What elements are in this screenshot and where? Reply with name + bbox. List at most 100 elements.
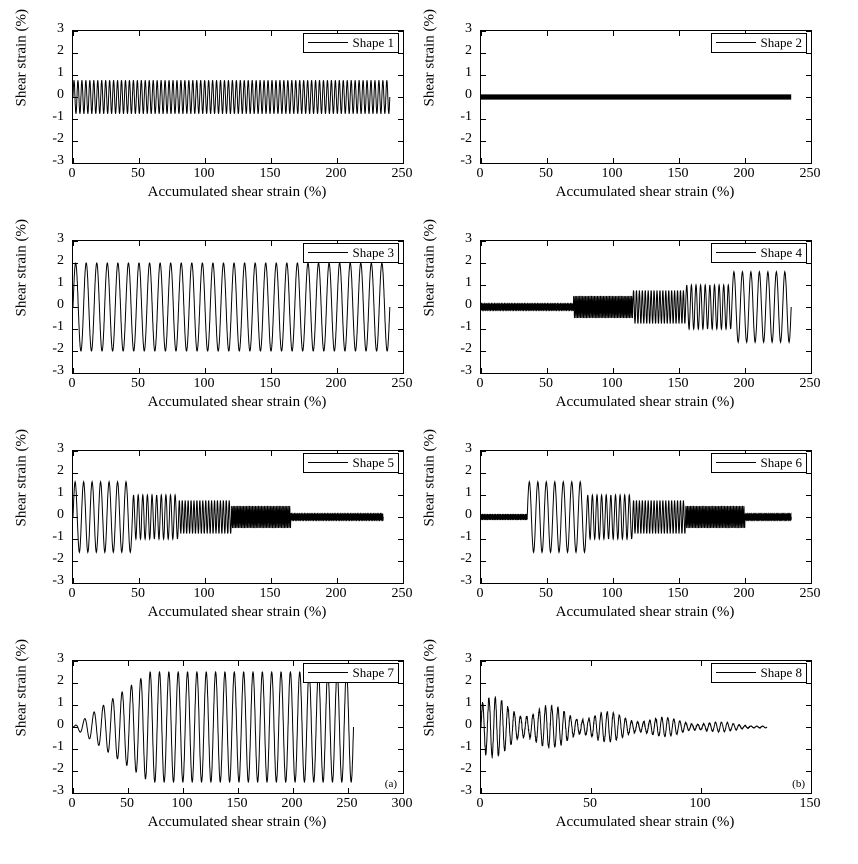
legend-label: Shape 5 [352,455,394,471]
plot-area: Shape 3 [72,240,404,374]
ytick-label: 2 [432,253,472,269]
y-axis-label: Shear strain (%) [14,297,31,317]
ytick-label: -1 [24,739,64,755]
ytick-label: -2 [432,761,472,777]
x-axis-label: Accumulated shear strain (%) [545,604,745,621]
xtick-label: 250 [790,166,830,182]
panel-shape6: Shape 6-3-2-10123050100150200250Shear st… [420,442,830,644]
xtick-label: 200 [724,166,764,182]
ytick-label: 1 [432,695,472,711]
plot-area: Shape 5 [72,450,404,584]
legend-label: Shape 1 [352,35,394,51]
ytick-label: 2 [432,463,472,479]
ytick-label: 1 [432,65,472,81]
ytick-label: -1 [432,109,472,125]
ytick-label: 2 [24,253,64,269]
xtick-label: 50 [118,376,158,392]
xtick-label: 0 [52,586,92,602]
xtick-label: 50 [526,586,566,602]
x-axis-label: Accumulated shear strain (%) [137,184,337,201]
legend: Shape 4 [711,243,807,263]
legend-line-icon [308,672,348,674]
ytick-label: 1 [24,65,64,81]
xtick-label: 100 [680,796,720,812]
xtick-label: 50 [118,166,158,182]
legend-label: Shape 7 [352,665,394,681]
xtick-label: 200 [316,376,356,392]
xtick-label: 200 [272,796,312,812]
xtick-label: 150 [790,796,830,812]
xtick-label: 300 [382,796,422,812]
legend: Shape 2 [711,33,807,53]
ytick-label: 1 [432,275,472,291]
ytick-label: 2 [24,463,64,479]
legend-label: Shape 3 [352,245,394,261]
xtick-label: 100 [592,166,632,182]
panel-shape3: Shape 3-3-2-10123050100150200250Shear st… [12,232,422,434]
corner-note: (a) [385,778,397,790]
ytick-label: 2 [432,43,472,59]
corner-note: (b) [792,778,805,790]
xtick-label: 50 [118,586,158,602]
y-axis-label: Shear strain (%) [422,717,439,737]
y-axis-label: Shear strain (%) [422,297,439,317]
legend: Shape 3 [303,243,399,263]
y-axis-label: Shear strain (%) [422,507,439,527]
x-axis-label: Accumulated shear strain (%) [137,814,337,831]
x-axis-label: Accumulated shear strain (%) [545,184,745,201]
plot-area: Shape 7 (a) [72,660,404,794]
xtick-label: 100 [592,376,632,392]
ytick-label: -2 [24,131,64,147]
ytick-label: -1 [24,529,64,545]
legend-label: Shape 2 [760,35,802,51]
xtick-label: 150 [250,376,290,392]
legend-line-icon [716,42,756,44]
panel-shape5: Shape 5-3-2-10123050100150200250Shear st… [12,442,422,644]
ytick-label: 3 [432,441,472,457]
xtick-label: 50 [526,376,566,392]
ytick-label: 3 [432,21,472,37]
y-axis-label: Shear strain (%) [14,507,31,527]
panel-shape8: Shape 8(b)-3-2-10123050100150Shear strai… [420,652,830,854]
ytick-label: 3 [24,231,64,247]
ytick-label: 1 [432,485,472,501]
ytick-label: -2 [432,551,472,567]
ytick-label: 1 [24,485,64,501]
xtick-label: 200 [724,586,764,602]
legend-line-icon [308,42,348,44]
legend: Shape 1 [303,33,399,53]
xtick-label: 250 [382,376,422,392]
ytick-label: 3 [432,231,472,247]
ytick-label: -1 [432,319,472,335]
xtick-label: 250 [790,376,830,392]
xtick-label: 200 [316,166,356,182]
x-axis-label: Accumulated shear strain (%) [545,814,745,831]
xtick-label: 0 [460,796,500,812]
xtick-label: 100 [184,586,224,602]
ytick-label: -2 [24,761,64,777]
panel-shape7: Shape 7(a)-3-2-10123050100150200250300Sh… [12,652,422,854]
xtick-label: 150 [250,586,290,602]
xtick-label: 0 [52,796,92,812]
plot-area: Shape 1 [72,30,404,164]
ytick-label: 2 [24,43,64,59]
legend-label: Shape 6 [760,455,802,471]
xtick-label: 100 [184,376,224,392]
ytick-label: 2 [24,673,64,689]
y-axis-label: Shear strain (%) [422,87,439,107]
xtick-label: 100 [162,796,202,812]
ytick-label: 2 [432,673,472,689]
xtick-label: 0 [460,586,500,602]
xtick-label: 250 [327,796,367,812]
plot-area: Shape 4 [480,240,812,374]
xtick-label: 150 [217,796,257,812]
ytick-label: 3 [432,651,472,667]
xtick-label: 150 [658,586,698,602]
ytick-label: 1 [24,695,64,711]
legend-line-icon [716,672,756,674]
y-axis-label: Shear strain (%) [14,87,31,107]
ytick-label: -2 [432,341,472,357]
plot-area: Shape 8(b) [480,660,812,794]
ytick-label: 3 [24,651,64,667]
figure-container: Shape 1-3-2-10123050100150200250Shear st… [0,0,858,864]
